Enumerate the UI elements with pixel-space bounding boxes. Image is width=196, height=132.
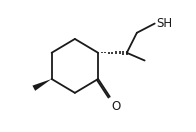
Text: SH: SH <box>156 17 172 30</box>
Polygon shape <box>32 79 52 91</box>
Text: O: O <box>111 100 121 113</box>
